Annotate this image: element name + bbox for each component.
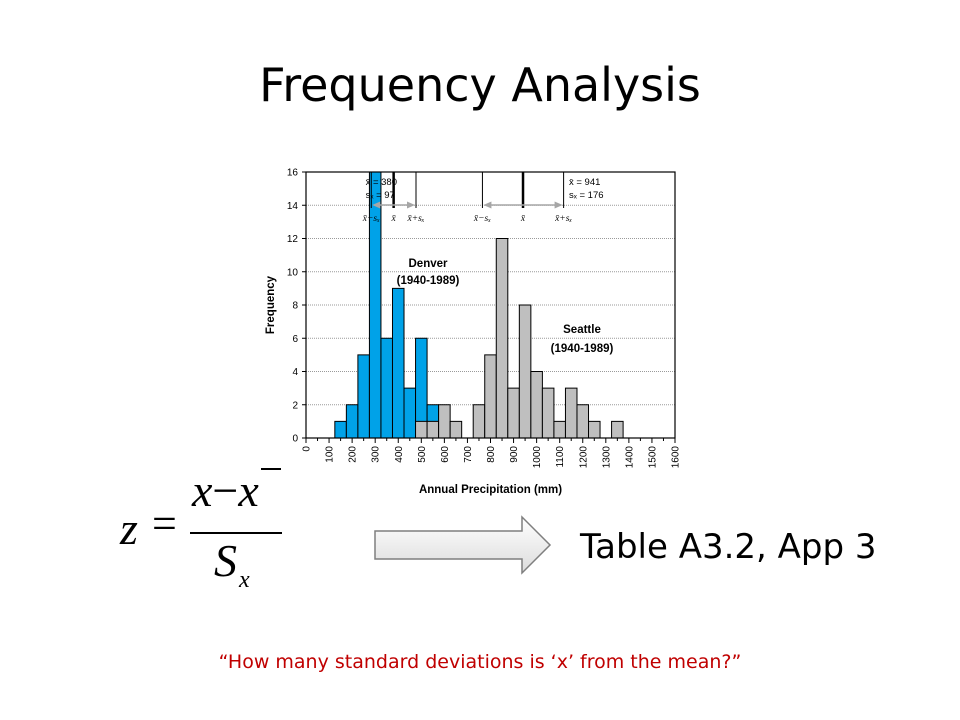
seattle-bar — [564, 387, 578, 439]
seattle-marker-label: x̄+sₓ — [554, 214, 572, 224]
denver-bar — [391, 287, 405, 439]
y-tick-label: 8 — [292, 301, 298, 312]
seattle-bar — [415, 420, 428, 439]
axis-ticks: 0 2 4 6 8 10 12 14 16 0 100 200 300 400 500 600 700 800 90… — [287, 168, 682, 469]
x-tick-label: 1400 — [624, 446, 635, 469]
denver-marker-label: x̄−sₓ — [362, 214, 380, 224]
y-axis-title: Frequency — [265, 275, 277, 334]
x-tick-label: 400 — [394, 446, 405, 463]
x-tick-label: 1500 — [647, 446, 658, 469]
y-tick-label: 2 — [292, 400, 298, 411]
formula-denominator: S — [214, 535, 237, 586]
x-tick-label: 1300 — [601, 446, 612, 469]
denver-bar — [345, 404, 359, 439]
formula-z: z — [120, 503, 138, 554]
y-tick-label: 16 — [287, 168, 299, 179]
formula-mean-overline — [261, 468, 281, 470]
seattle-bar — [472, 404, 486, 439]
x-tick-label: 900 — [509, 446, 520, 463]
denver-sd-arrow-left-head — [372, 201, 381, 209]
question-text: “How many standard deviations is ‘x’ fro… — [218, 651, 742, 673]
x-tick-label: 1000 — [532, 446, 543, 469]
denver-bar — [403, 387, 417, 439]
seattle-bar — [426, 420, 440, 439]
x-tick-label: 600 — [440, 446, 451, 463]
denver-series-label: Denver — [409, 258, 449, 270]
y-tick-label: 12 — [287, 234, 299, 245]
x-tick-label: 1600 — [671, 446, 682, 469]
denver-marker-label: x̄+sₓ — [406, 214, 424, 224]
x-tick-label: 800 — [486, 446, 497, 463]
seattle-mean-text: x̄ = 941 — [569, 177, 600, 188]
seattle-bar — [484, 354, 497, 439]
seattle-bar — [518, 304, 532, 439]
slide-title: Frequency Analysis — [259, 58, 701, 112]
denver-marker-label: x̄ — [391, 214, 397, 224]
seattle-bar — [438, 404, 451, 439]
x-tick-label: 700 — [463, 446, 474, 463]
histogram-bars — [334, 171, 624, 439]
seattle-bar — [553, 420, 566, 439]
formula-fraction-bar — [190, 532, 282, 534]
denver-bar — [380, 337, 393, 439]
seattle-bar — [588, 420, 601, 439]
seattle-sd-text: sₓ = 176 — [569, 190, 604, 201]
right-arrow-icon — [374, 515, 552, 575]
x-tick-label: 1200 — [578, 446, 589, 469]
y-tick-label: 10 — [287, 267, 299, 278]
mean-sd-markers: x̄−sₓ x̄ x̄+sₓ x̄ = 380 sₓ = 97 x̄−sₓ x̄ x̄+sₓ x… — [362, 172, 604, 224]
seattle-series-label: Seattle — [563, 324, 601, 336]
seattle-bar — [541, 387, 555, 439]
formula-numerator: x−x — [192, 464, 259, 517]
formula-equals: = — [152, 499, 177, 548]
seattle-bar — [611, 420, 624, 439]
formula-minus: − — [212, 465, 239, 516]
seattle-marker-label: x̄−sₓ — [473, 214, 491, 224]
denver-sd-text: sₓ = 97 — [366, 190, 395, 201]
chart-labels: Denver (1940-1989) Seattle (1940-1989) Annua… — [265, 258, 613, 496]
seattle-bar — [495, 238, 509, 439]
formula-xbar: x — [238, 465, 259, 516]
y-tick-label: 0 — [292, 434, 298, 445]
formula-x: x — [192, 465, 213, 516]
seattle-series-period: (1940-1989) — [551, 343, 614, 355]
seattle-bar — [576, 404, 590, 439]
x-tick-label: 500 — [417, 446, 428, 463]
table-reference: Table A3.2, App 3 — [580, 527, 877, 567]
denver-bar — [334, 420, 347, 439]
x-axis-title: Annual Precipitation (mm) — [419, 484, 562, 496]
y-tick-label: 4 — [292, 367, 298, 378]
denver-series-period: (1940-1989) — [397, 275, 460, 287]
formula-denominator-subscript: x — [239, 567, 250, 593]
seattle-sd-arrow-left-head — [483, 201, 492, 209]
denver-bar — [357, 354, 370, 439]
denver-sd-arrow-right-head — [407, 201, 416, 209]
seattle-marker-label: x̄ — [520, 214, 526, 224]
x-tick-label: 1100 — [555, 446, 566, 468]
denver-mean-text: x̄ = 380 — [366, 177, 397, 188]
seattle-bar — [507, 387, 520, 439]
x-tick-label: 200 — [348, 446, 359, 463]
seattle-bar — [530, 371, 543, 439]
z-score-formula: z = x−x S x — [120, 462, 290, 593]
x-tick-label: 100 — [325, 446, 336, 463]
y-tick-label: 14 — [287, 201, 299, 212]
denver-bar — [368, 171, 382, 439]
seattle-sd-arrow-right-head — [554, 201, 563, 209]
y-tick-label: 6 — [292, 334, 298, 345]
x-tick-label: 0 — [302, 446, 313, 452]
seattle-bar — [449, 420, 463, 439]
x-tick-label: 300 — [371, 446, 382, 463]
